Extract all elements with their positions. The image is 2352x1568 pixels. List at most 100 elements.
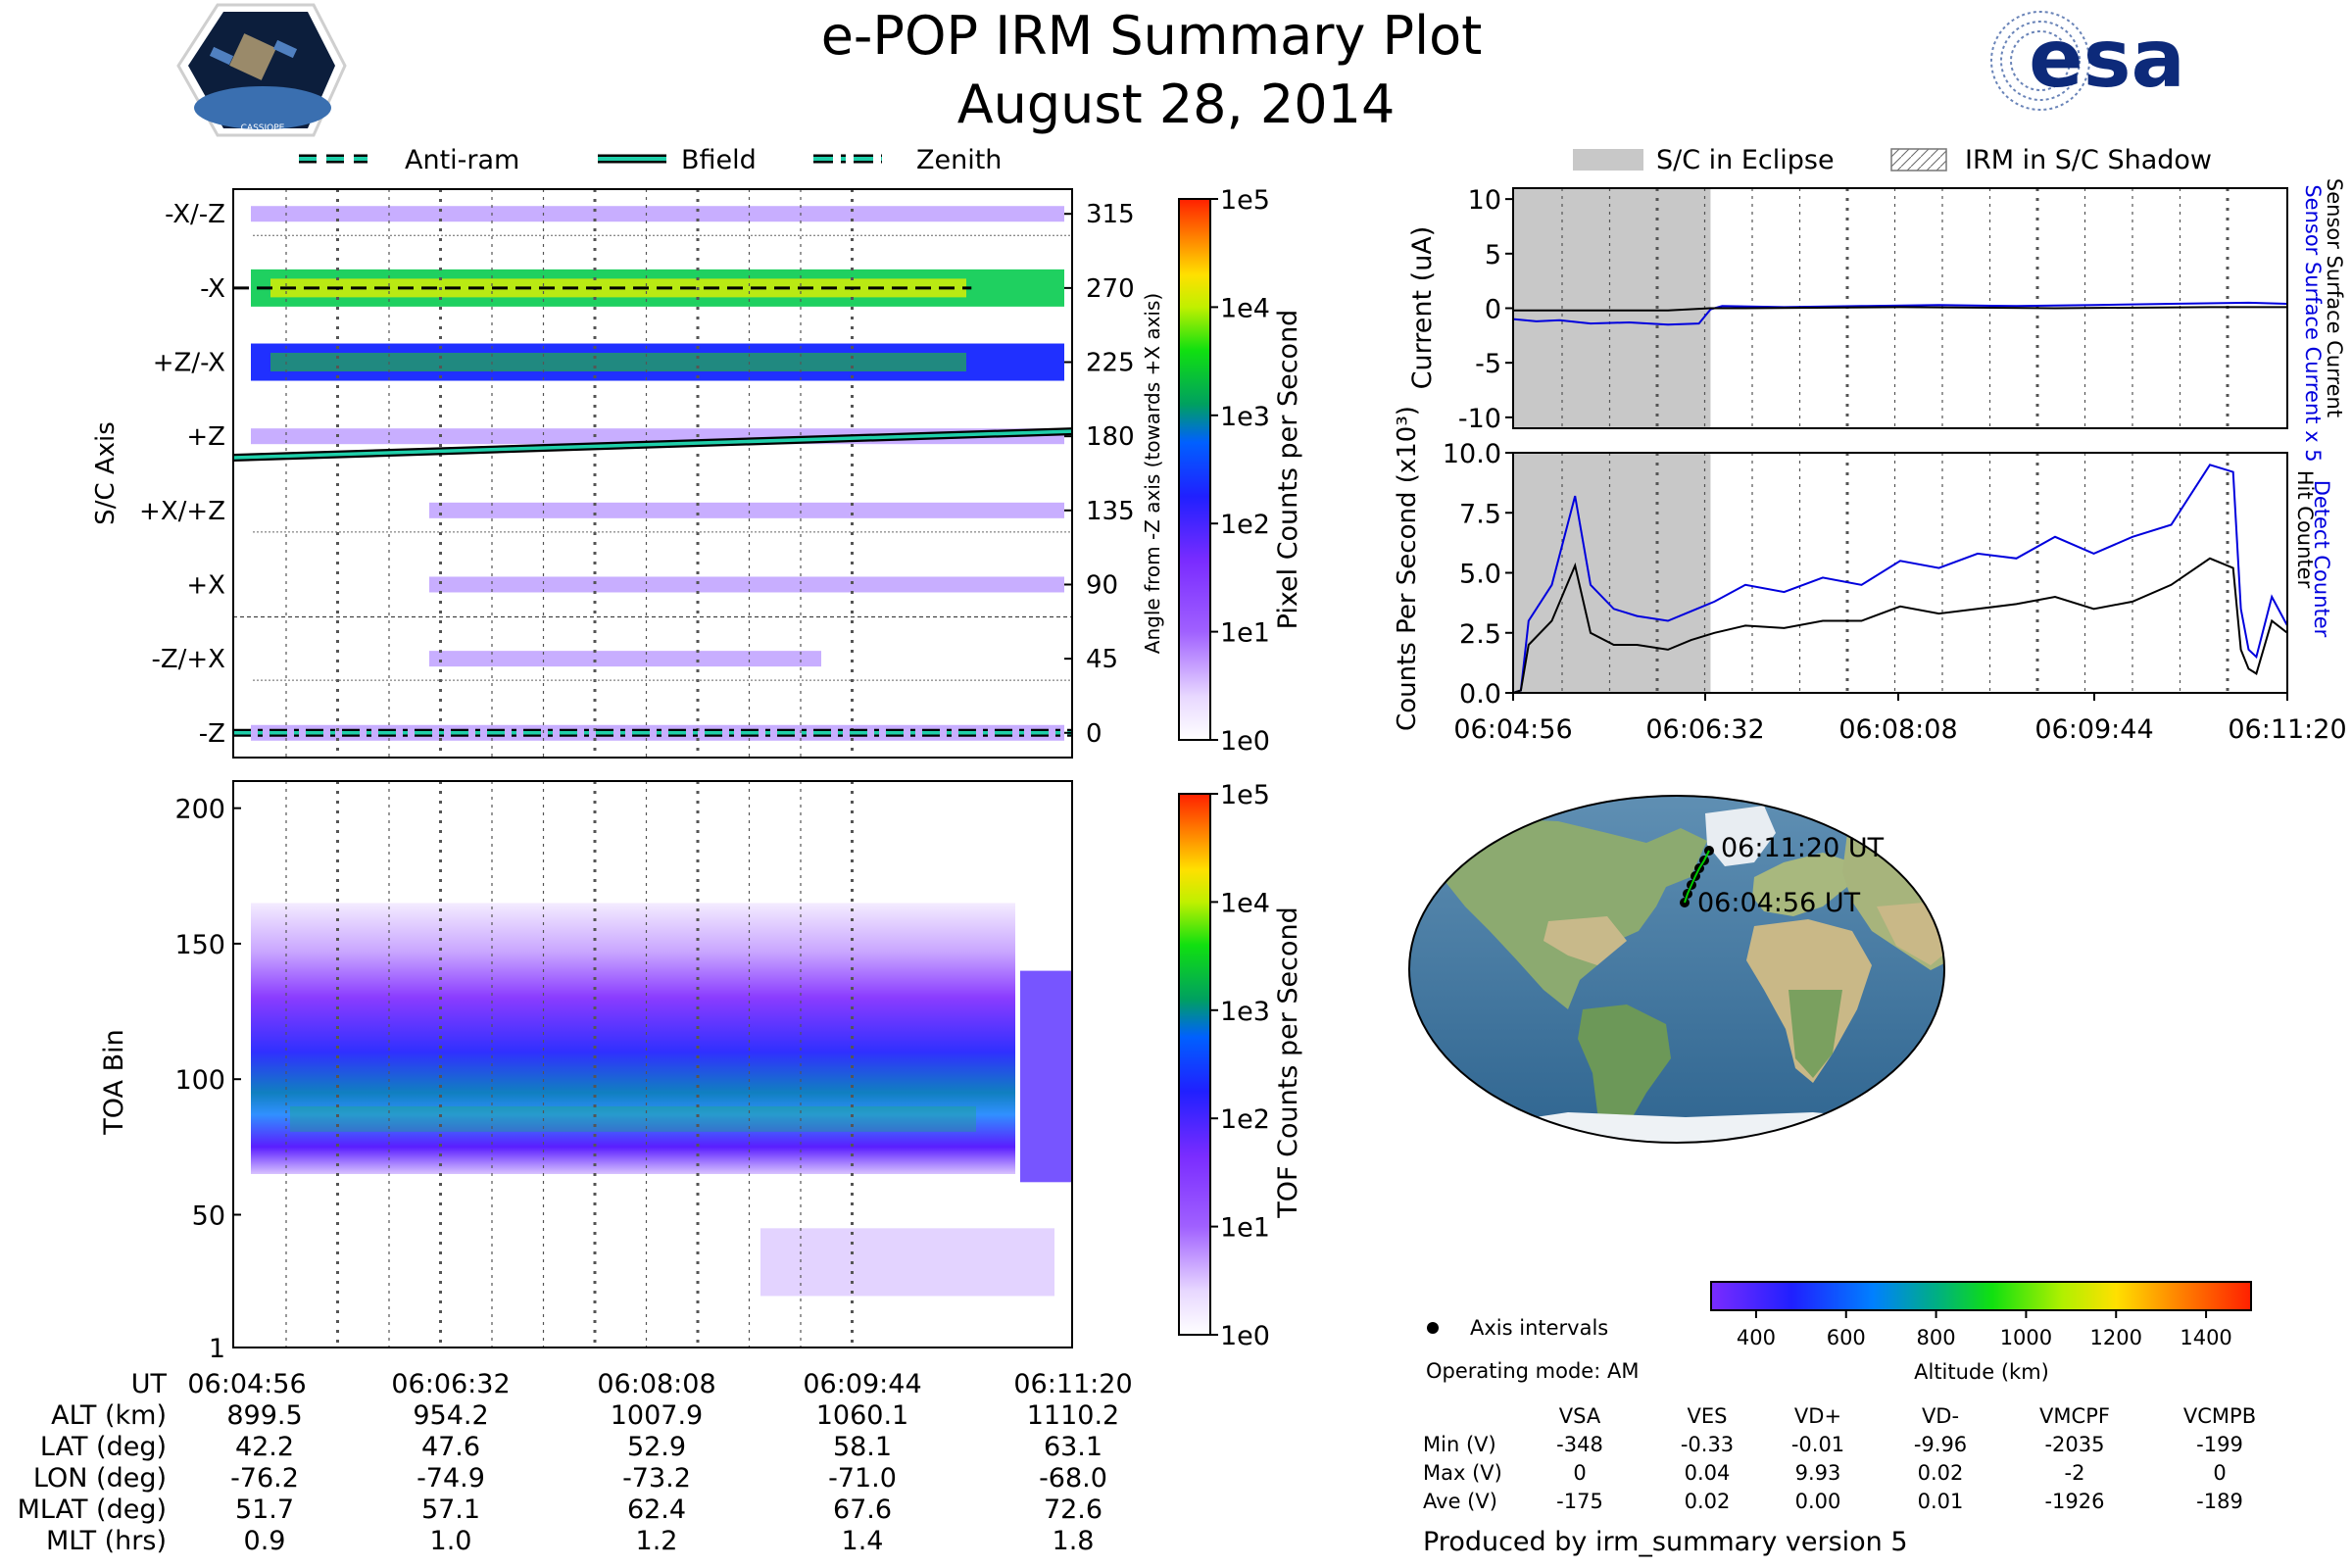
xtick-label: 06:04:56 [1453, 714, 1572, 745]
xtick-label: 06:11:20 [2228, 714, 2346, 745]
stats-cell: -0.33 [1681, 1433, 1734, 1456]
axis-category-label: +Z [186, 422, 225, 452]
toa-heatmap-frame [232, 780, 1073, 1348]
toa-band-core [290, 1105, 976, 1132]
ephemeris-cell: 51.7 [235, 1494, 294, 1525]
counts-ylabel: Counts Per Second (x10³) [1393, 406, 1422, 731]
colorbar-tick-label: 1e3 [1220, 997, 1270, 1027]
counts-right-label-blue: Detect Counter [2310, 480, 2333, 638]
axis-band [429, 576, 1064, 593]
series-line [1512, 464, 2288, 694]
stats-header: VES [1688, 1404, 1728, 1428]
current-right-label-black: Sensor Surface Current [2323, 178, 2346, 417]
colorbar-tick-label: 1e4 [1220, 888, 1270, 918]
axis-band-core [270, 353, 966, 372]
ephemeris-cell: 62.4 [627, 1494, 686, 1525]
colorbar-tick-label: 1e4 [1220, 293, 1270, 323]
axis-heatmap-bands [251, 206, 1064, 741]
ephemeris-cell: 72.6 [1044, 1494, 1102, 1525]
ephemeris-cell: 06:06:32 [391, 1369, 510, 1399]
stats-cell: 9.93 [1795, 1461, 1841, 1485]
stats-cell: 0.00 [1795, 1490, 1841, 1513]
tof-colorbar: 1e0 1e1 1e2 1e3 1e4 1e5 TOF Counts per Second [1178, 780, 1303, 1351]
stats-cell: -2035 [2044, 1433, 2104, 1456]
legend-shadow-label: IRM in S/C Shadow [1965, 145, 2212, 175]
legend-eclipse-swatch [1573, 149, 1643, 171]
counts-right-label-black: Hit Counter [2293, 470, 2317, 589]
toa-ytick-label: 50 [192, 1200, 225, 1231]
tof-colorbar-ticks: 1e0 1e1 1e2 1e3 1e4 1e5 [1210, 780, 1270, 1351]
ephemeris-cell: 899.5 [226, 1400, 302, 1431]
map-legend: Axis intervals Operating mode: AM [1426, 1316, 1639, 1383]
axis-heatmap-lines [232, 286, 1073, 737]
eclipse-shade [1513, 453, 1711, 693]
stats-cell: -175 [1556, 1490, 1603, 1513]
toa-heatmap-grid [285, 781, 854, 1348]
operating-mode: Operating mode: AM [1426, 1359, 1639, 1383]
counts-frame [1512, 452, 2288, 694]
ephemeris-cell: 58.1 [833, 1432, 892, 1462]
colorbar-tick-label: 1e0 [1220, 726, 1270, 757]
axis-category-label: +X [186, 570, 225, 600]
axis-angle-label: 90 [1086, 570, 1118, 600]
axis-angle-label: 45 [1086, 645, 1118, 674]
toa-band-tail [1020, 970, 1071, 1183]
axis-category-label: +Z/-X [153, 349, 225, 378]
ephemeris-cell: 1.8 [1053, 1526, 1095, 1556]
continent-greenland [1705, 806, 1776, 866]
altitude-colorbar: 400 600 800 1000 1200 1400 Altitude (km) [1710, 1281, 2252, 1384]
ephemeris-row-label: MLAT (deg) [18, 1494, 167, 1525]
stats-header: VD+ [1794, 1404, 1841, 1428]
legend-zenith-label: Zenith [916, 145, 1002, 175]
toa-heatmap-ylabel: TOA Bin [99, 1029, 129, 1135]
eclipse-shade [1513, 188, 1711, 428]
current-frame [1512, 187, 2288, 429]
ephemeris-cell: 0.9 [244, 1526, 286, 1556]
colorbar-tick-label: 1e1 [1220, 1213, 1270, 1244]
ephemeris-cell: 06:11:20 [1013, 1369, 1132, 1399]
ytick-label: 10 [1468, 185, 1501, 216]
axis-angle-label: 180 [1086, 422, 1135, 452]
page-title: e-POP IRM Summary Plot [821, 5, 1483, 67]
stats-cell: 0.02 [1685, 1490, 1731, 1513]
continent-north-america [1426, 818, 1707, 1009]
voltage-stats-table: VSA VES VD+ VD- VMCPF VCMPB Min (V) -348 -0.33 -0… [1423, 1404, 2256, 1513]
toa-band-faint [760, 1228, 1054, 1297]
toa-ytick-label: 150 [174, 930, 225, 960]
stats-header: VD- [1922, 1404, 1959, 1428]
ephemeris-row-label: MLT (hrs) [46, 1526, 167, 1556]
stats-header: VCMPB [2183, 1404, 2256, 1428]
esa-logo-text: esa [2029, 13, 2185, 106]
axis-band [429, 502, 1064, 518]
toa-ytick-label: 200 [174, 795, 225, 825]
counts-panel: 0.0 2.5 5.0 7.5 10.0 Counts Per Second (x10³… [1393, 406, 2347, 745]
ytick-label: -5 [1475, 349, 1501, 379]
stats-cell: 0.02 [1918, 1461, 1964, 1485]
toa-ytick-label: 100 [174, 1065, 225, 1096]
ephemeris-cell: -68.0 [1039, 1463, 1107, 1494]
axis-heatmap-panel: Anti-ram Bfield Zenith -X/-Z -X +Z/-X +Z +X/… [91, 145, 1164, 759]
stats-cell: -9.96 [1914, 1433, 1967, 1456]
cassiope-logo-text: CASSIOPE [241, 123, 285, 133]
ephemeris-cell: 1007.9 [611, 1400, 703, 1431]
ytick-label: 0.0 [1459, 679, 1501, 710]
legend-shadow-swatch [1890, 148, 1947, 172]
ephemeris-row-label: LAT (deg) [40, 1432, 167, 1462]
ytick-label: 2.5 [1459, 619, 1501, 650]
ephemeris-cell: 954.2 [413, 1400, 488, 1431]
ephemeris-cell: 63.1 [1044, 1432, 1102, 1462]
continent-south-america [1578, 1004, 1671, 1143]
altitude-tick-label: 1400 [2180, 1326, 2231, 1349]
series-line [1513, 306, 2287, 312]
ephemeris-row-label: LON (deg) [33, 1463, 167, 1494]
stats-row-label: Min (V) [1423, 1433, 1496, 1456]
ytick-label: 5.0 [1459, 560, 1501, 590]
ephemeris-cell: -73.2 [622, 1463, 691, 1494]
toa-ytick-label: 1 [209, 1334, 225, 1364]
axis-category-label: -Z [199, 719, 225, 749]
colorbar-tick-label: 1e2 [1220, 510, 1270, 540]
stats-cell: -348 [1556, 1433, 1603, 1456]
colorbar-tick-label: 1e2 [1220, 1104, 1270, 1135]
xtick-label: 06:08:08 [1838, 714, 1957, 745]
ephemeris-cell: 06:04:56 [187, 1369, 306, 1399]
